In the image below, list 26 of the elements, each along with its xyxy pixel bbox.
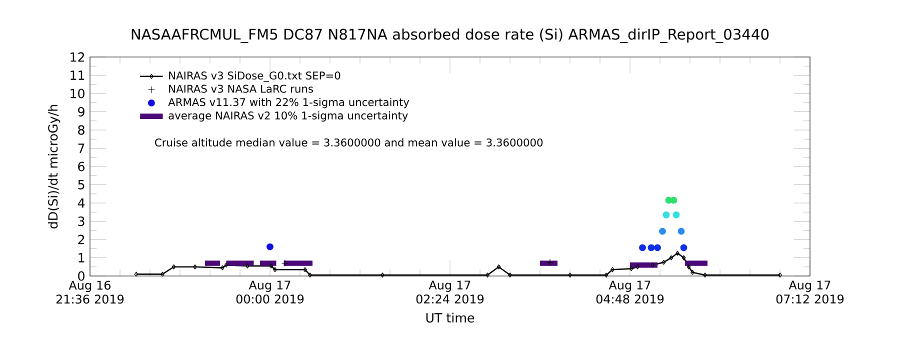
y-tick-label: 0 — [78, 271, 84, 281]
x-tick-label: Aug 17 02:24 2019 — [416, 280, 484, 304]
y-tick-label: 10 — [70, 88, 84, 98]
x-tick-label: Aug 17 00:00 2019 — [236, 280, 304, 304]
y-tick-label: 12 — [70, 52, 84, 62]
x-axis-title: UT time — [426, 312, 474, 323]
y-tick-label: 9 — [78, 106, 84, 117]
y-tick-label: 5 — [78, 180, 84, 190]
y-tick-label: 11 — [70, 70, 84, 80]
x-tick-label: Aug 17 07:12 2019 — [776, 280, 844, 304]
legend-label: average NAIRAS v2 10% 1-sigma uncertainty — [168, 111, 408, 122]
y-tick-label: 4 — [78, 198, 85, 208]
y-axis-title: dD(Si)/dt microGy/h — [48, 104, 60, 228]
x-tick-label: Aug 16 21:36 2019 — [56, 280, 124, 304]
y-tick-label: 8 — [78, 125, 84, 135]
legend-label: NAIRAS v3 NASA LaRC runs — [169, 84, 313, 93]
y-tick-label: 3 — [78, 216, 84, 226]
y-tick-label: 6 — [78, 162, 85, 172]
x-tick-label: Aug 17 04:48 2019 — [596, 280, 664, 304]
y-tick-label: 7 — [78, 144, 84, 153]
chart-title: NASAAFRCMUL_FM5 DC87 N817NA absorbed dose rate (Si) ARMAS_dirIP_Report_03440 — [132, 28, 769, 43]
legend-label: ARMAS v11.37 with 22% 1-sigma uncertainty — [168, 98, 410, 108]
y-tick-label: 1 — [78, 253, 84, 262]
annotation: Cruise altitude median value = 3.3600000 and mean value = 3.3600000 — [155, 138, 543, 147]
y-tick-label: 2 — [78, 234, 84, 244]
legend-label: NAIRAS v3 SiDose_G0.txt SEP=0 — [169, 71, 340, 82]
